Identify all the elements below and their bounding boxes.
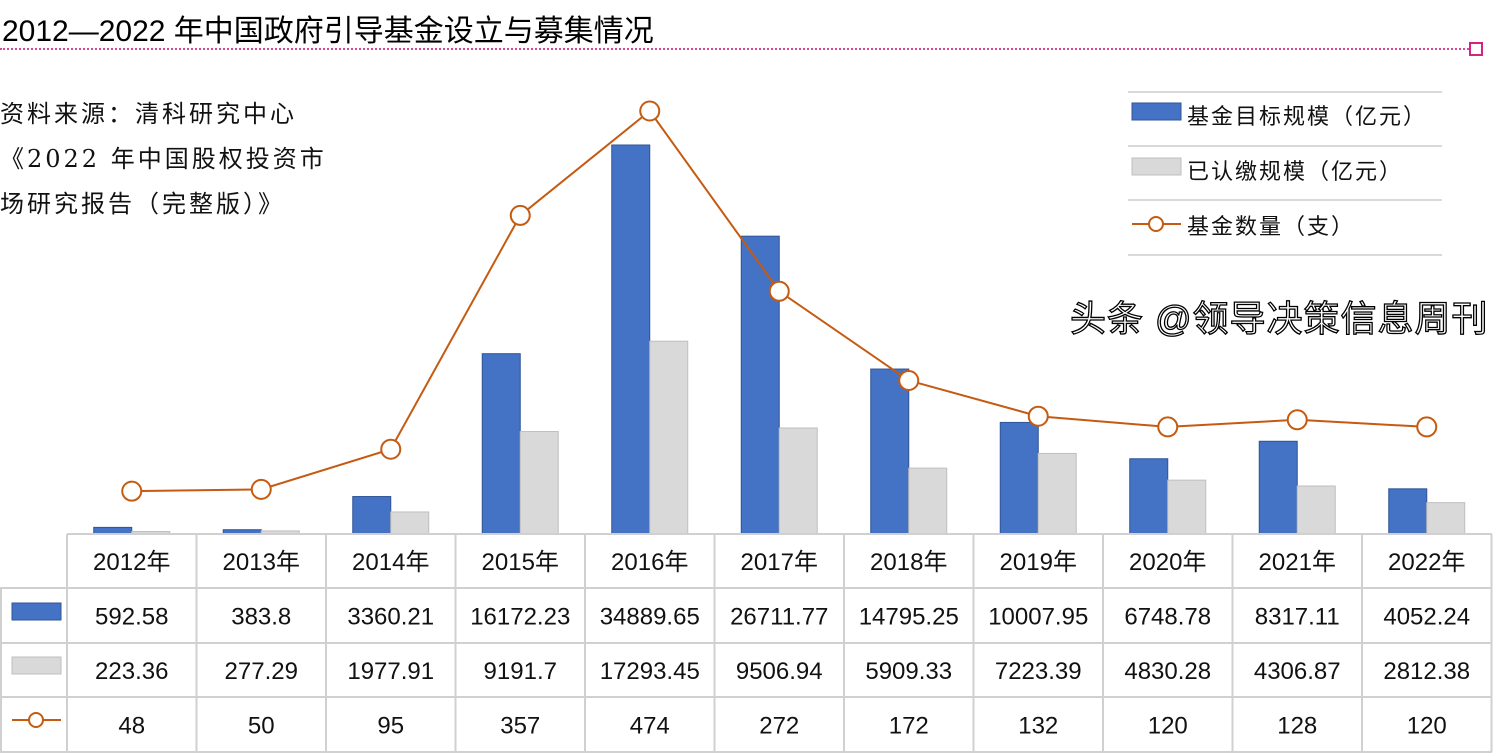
table-cell: 4052.24 xyxy=(1383,604,1470,631)
source-note: 资料来源：清科研究中心 《2022 年中国股权投资市 场研究报告（完整版）》 xyxy=(0,92,327,227)
legend-swatch-count-marker xyxy=(1148,216,1164,232)
table-cell: 4830.28 xyxy=(1124,658,1211,685)
table-cell: 5909.33 xyxy=(865,658,952,685)
table-header-year: 2022年 xyxy=(1388,549,1465,576)
bar-paid-scale xyxy=(908,467,948,535)
table-cell: 6748.78 xyxy=(1124,604,1211,631)
table-cell: 2812.38 xyxy=(1383,658,1470,685)
table-header-year: 2014年 xyxy=(352,549,429,576)
table-cell: 277.29 xyxy=(225,658,298,685)
table-header-year: 2020年 xyxy=(1129,549,1206,576)
table-cell: 474 xyxy=(630,713,670,740)
point-fund-count xyxy=(1286,409,1308,431)
table-cell: 48 xyxy=(118,713,145,740)
legend-swatch-paid xyxy=(1131,157,1182,176)
bar-paid-scale xyxy=(778,427,818,535)
bar-paid-scale xyxy=(1426,502,1466,535)
bar-target-scale xyxy=(1258,440,1298,535)
legend-label-count: 基金数量（支） xyxy=(1187,215,1355,240)
bar-target-scale xyxy=(481,353,521,535)
table-cell: 9506.94 xyxy=(736,658,823,685)
bar-paid-scale xyxy=(519,431,559,535)
legend-swatch-target xyxy=(1131,102,1182,121)
point-fund-count xyxy=(898,370,920,392)
table-cell: 7223.39 xyxy=(995,658,1082,685)
title-divider xyxy=(0,48,1472,50)
bar-paid-scale xyxy=(390,511,430,535)
source-line: 资料来源：清科研究中心 xyxy=(0,100,297,128)
table-header-year: 2018年 xyxy=(870,549,947,576)
bar-paid-scale xyxy=(1167,479,1207,535)
table-header-year: 2013年 xyxy=(223,549,300,576)
bar-paid-scale xyxy=(649,340,689,535)
table-cell: 120 xyxy=(1148,713,1188,740)
legend-label-paid: 已认缴规模（亿元） xyxy=(1187,160,1403,185)
point-fund-count xyxy=(768,280,790,302)
table-cell: 120 xyxy=(1407,713,1447,740)
bar-target-scale xyxy=(870,368,910,535)
table-cell: 357 xyxy=(500,713,540,740)
point-fund-count xyxy=(380,438,402,460)
table-cell: 383.8 xyxy=(231,604,291,631)
table-cell: 14795.25 xyxy=(859,604,959,631)
table-cell: 16172.23 xyxy=(470,604,570,631)
table-header-year: 2021年 xyxy=(1259,549,1336,576)
point-fund-count xyxy=(1416,416,1438,438)
watermark: 头条 @领导决策信息周刊 xyxy=(1069,297,1489,339)
table-cell: 592.58 xyxy=(95,604,168,631)
table-key-paid xyxy=(11,656,62,675)
table-header-year: 2019年 xyxy=(1000,549,1077,576)
bar-target-scale xyxy=(1129,458,1169,535)
point-fund-count xyxy=(1027,405,1049,427)
table-cell: 50 xyxy=(248,713,275,740)
table-cell: 9191.7 xyxy=(484,658,557,685)
table-cell: 26711.77 xyxy=(730,604,828,631)
table-cell: 223.36 xyxy=(95,658,168,685)
table-cell: 95 xyxy=(377,713,404,740)
point-fund-count xyxy=(639,100,661,122)
table-cell: 1977.91 xyxy=(347,658,434,685)
point-fund-count xyxy=(121,480,143,502)
table-key-target xyxy=(11,602,62,621)
chart-title: 2012—2022 年中国政府引导基金设立与募集情况 xyxy=(2,15,654,48)
bar-target-scale xyxy=(1388,488,1428,535)
legend-label-target: 基金目标规模（亿元） xyxy=(1187,105,1427,130)
point-fund-count xyxy=(1157,416,1179,438)
source-line: 《2022 年中国股权投资市 xyxy=(0,145,327,173)
source-line: 场研究报告（完整版）》 xyxy=(0,190,285,218)
table-header-year: 2016年 xyxy=(611,549,688,576)
table-cell: 128 xyxy=(1277,713,1317,740)
table-cell: 8317.11 xyxy=(1255,604,1340,631)
point-fund-count xyxy=(509,204,531,226)
bar-target-scale xyxy=(611,144,651,535)
table-cell: 17293.45 xyxy=(600,658,700,685)
table-cell: 272 xyxy=(759,713,799,740)
bar-target-scale xyxy=(999,421,1039,535)
table-header-year: 2015年 xyxy=(482,549,559,576)
table-header-year: 2012年 xyxy=(93,549,170,576)
table-cell: 4306.87 xyxy=(1254,658,1341,685)
table-cell: 172 xyxy=(889,713,929,740)
table-cell: 132 xyxy=(1018,713,1058,740)
point-fund-count xyxy=(250,478,272,500)
table-cell: 3360.21 xyxy=(347,604,434,631)
title-corner-marker xyxy=(1469,42,1483,56)
bar-target-scale xyxy=(352,496,392,535)
bar-paid-scale xyxy=(1037,452,1077,535)
table-cell: 34889.65 xyxy=(600,604,700,631)
bar-paid-scale xyxy=(1296,485,1336,535)
table-cell: 10007.95 xyxy=(988,604,1088,631)
table-header-year: 2017年 xyxy=(741,549,818,576)
table-key-count-marker xyxy=(28,712,44,728)
bar-target-scale xyxy=(740,235,780,535)
